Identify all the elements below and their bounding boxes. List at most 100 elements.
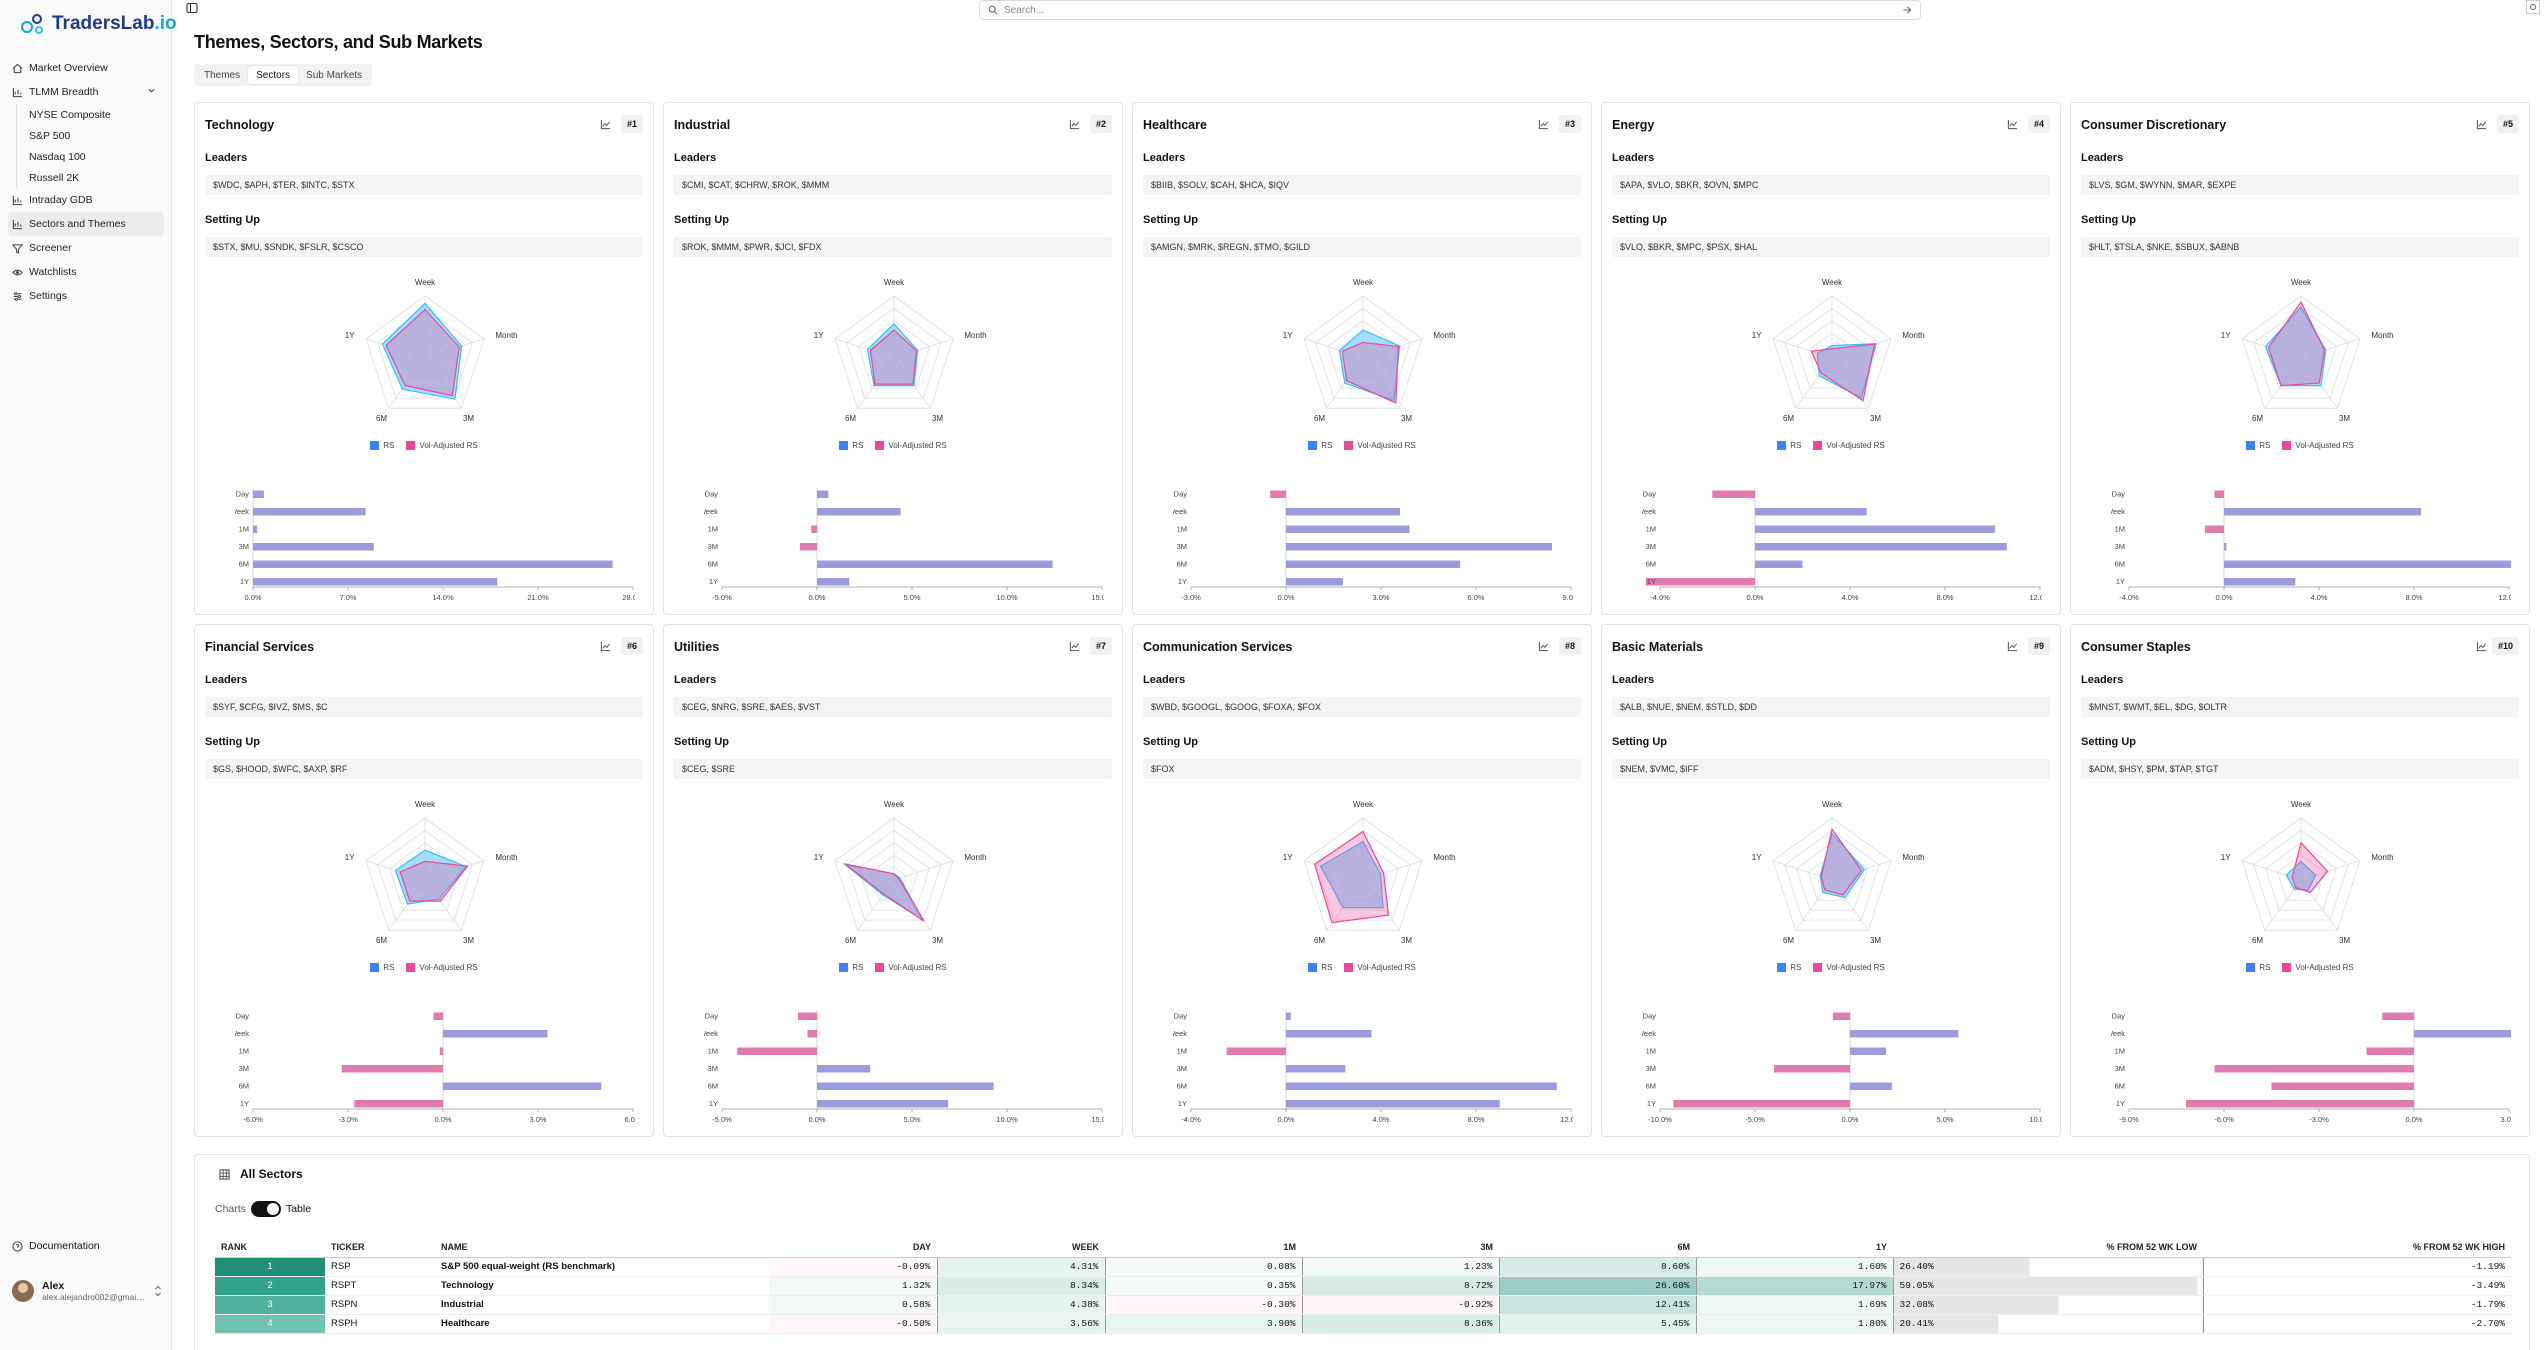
cell-name: Technology (435, 1276, 769, 1296)
chevron-down-icon[interactable] (147, 86, 156, 95)
chart-legend: RS Vol-Adjusted RS (2071, 963, 2529, 972)
leaders-list: $LVS, $GM, $WYNN, $MAR, $EXPE (2081, 175, 2519, 195)
sidebar-subitem-russell[interactable]: Russell 2K (29, 167, 164, 188)
sector-card: Consumer Staples #10 Leaders $MNST, $WMT, $… (2070, 624, 2530, 1137)
sidebar-toggle-icon[interactable] (186, 2, 198, 14)
col-3m[interactable]: 3M (1302, 1237, 1499, 1258)
tab-sub-markets[interactable]: Sub Markets (306, 70, 363, 81)
chart-link-icon[interactable] (600, 641, 611, 652)
chart-legend: RS Vol-Adjusted RS (2071, 441, 2529, 450)
legend-rs[interactable]: RS (1777, 963, 1801, 972)
sector-name: Technology (205, 118, 275, 132)
sidebar-subitem-nyse[interactable]: NYSE Composite (29, 104, 164, 125)
radar-axis-label: 3M (463, 936, 474, 945)
legend-rs[interactable]: RS (370, 963, 394, 972)
chart-link-icon[interactable] (2476, 641, 2487, 652)
bar (1286, 508, 1400, 516)
from-low-value: 20.41% (1899, 1318, 1934, 1329)
radar-spoke (893, 860, 954, 881)
sidebar-item-label: Market Overview (29, 62, 108, 74)
table-row[interactable]: 3 RSPN Industrial 0.58% 4.38% -0.30% -0.92% 12.… (215, 1295, 2511, 1315)
bar-category-label: 3M (239, 1064, 249, 1073)
chart-link-icon[interactable] (1069, 119, 1080, 130)
user-menu[interactable]: Alex alex.alejandro002@gmail.com (12, 1276, 162, 1306)
legend-rs[interactable]: RS (1308, 441, 1332, 450)
legend-vol[interactable]: Vol-Adjusted RS (406, 441, 478, 450)
legend-rs[interactable]: RS (2246, 441, 2270, 450)
legend-vol[interactable]: Vol-Adjusted RS (875, 963, 947, 972)
table-row[interactable]: 4 RSPH Healthcare -0.50% 3.56% 3.90% 8.36% 5.45… (215, 1314, 2511, 1334)
table-row[interactable]: 1 RSP S&P 500 equal-weight (RS benchmark) -… (215, 1257, 2511, 1277)
col-6m[interactable]: 6M (1499, 1237, 1696, 1258)
sidebar-item-screener[interactable]: Screener (8, 236, 164, 260)
legend-vol[interactable]: Vol-Adjusted RS (875, 441, 947, 450)
sector-name: Basic Materials (1612, 640, 1704, 654)
setting-up-label: Setting Up (205, 736, 260, 748)
cell-rank: 2 (215, 1276, 325, 1296)
legend-rs[interactable]: RS (1777, 441, 1801, 450)
col-name[interactable]: NAME (435, 1237, 769, 1258)
col-from-high[interactable]: % FROM 52 WK HIGH (2203, 1237, 2511, 1258)
bar-category-label: Day (1643, 490, 1657, 499)
sidebar-item-tlmm-breadth[interactable]: TLMM Breadth (8, 80, 164, 104)
sidebar-item-watchlists[interactable]: Watchlists (8, 260, 164, 284)
col-1m[interactable]: 1M (1105, 1237, 1302, 1258)
col-rank[interactable]: RANK (215, 1237, 325, 1258)
legend-rs[interactable]: RS (2246, 963, 2270, 972)
toggle-table-label: Table (285, 1203, 312, 1215)
sidebar-item-label: Intraday GDB (29, 194, 93, 206)
bar (1755, 543, 2007, 551)
legend-vol[interactable]: Vol-Adjusted RS (2282, 441, 2354, 450)
radar-axis-label: 3M (1401, 414, 1412, 423)
radar-series-vol (385, 308, 460, 397)
legend-rs[interactable]: RS (1308, 963, 1332, 972)
col-week[interactable]: WEEK (937, 1237, 1105, 1258)
chart-link-icon[interactable] (1538, 119, 1549, 130)
documentation-link[interactable]: Documentation (12, 1240, 100, 1252)
legend-rs[interactable]: RS (839, 441, 863, 450)
search-input[interactable]: Search... (979, 0, 1921, 20)
chart-link-icon[interactable] (1538, 641, 1549, 652)
chart-link-icon[interactable] (2007, 119, 2018, 130)
radar-grid-ring (1303, 295, 1423, 409)
chart-link-icon[interactable] (1069, 641, 1080, 652)
radar-axis-label: Week (2291, 278, 2312, 287)
col-ticker[interactable]: TICKER (325, 1237, 435, 1258)
col-1y[interactable]: 1Y (1696, 1237, 1893, 1258)
sidebar-item-market-overview[interactable]: Market Overview (8, 56, 164, 80)
sidebar-item-settings[interactable]: Settings (8, 284, 164, 308)
bar-category-label: 1M (239, 525, 249, 534)
tab-sectors[interactable]: Sectors (248, 66, 299, 84)
documentation-label: Documentation (29, 1240, 100, 1252)
cell-y1: 1.80% (1696, 1314, 1894, 1334)
cell-from-low: 20.41% (1893, 1314, 2204, 1334)
sidebar-item-sectors-themes[interactable]: Sectors and Themes (8, 212, 164, 236)
col-from-low[interactable]: % FROM 52 WK LOW (1893, 1237, 2203, 1258)
legend-rs[interactable]: RS (370, 441, 394, 450)
chart-link-icon[interactable] (600, 119, 611, 130)
radar-grid-ring (846, 829, 942, 921)
x-tick-label: 12.0% (2029, 593, 2042, 602)
legend-vol[interactable]: Vol-Adjusted RS (406, 963, 478, 972)
col-day[interactable]: DAY (769, 1237, 937, 1258)
legend-vol[interactable]: Vol-Adjusted RS (1813, 963, 1885, 972)
legend-vol[interactable]: Vol-Adjusted RS (1344, 963, 1416, 972)
sidebar-item-intraday-gdb[interactable]: Intraday GDB (8, 188, 164, 212)
charts-table-switch[interactable] (250, 1201, 281, 1217)
legend-vol[interactable]: Vol-Adjusted RS (2282, 963, 2354, 972)
sidebar-subitem-nasdaq[interactable]: Nasdaq 100 (29, 146, 164, 167)
settings-corner-icon[interactable] (2526, 0, 2540, 14)
legend-rs[interactable]: RS (839, 963, 863, 972)
bar (1850, 1082, 1892, 1090)
logo[interactable]: TradersLab.io (20, 12, 177, 36)
arrow-right-icon[interactable] (1902, 5, 1912, 15)
legend-vol[interactable]: Vol-Adjusted RS (1813, 441, 1885, 450)
sidebar-subitem-sp500[interactable]: S&P 500 (29, 125, 164, 146)
chart-link-icon[interactable] (2007, 641, 2018, 652)
chart-link-icon[interactable] (2476, 119, 2487, 130)
radar-axis-label: 6M (845, 936, 856, 945)
tab-themes[interactable]: Themes (204, 70, 241, 81)
main-content: Search... Themes, Sectors, and Sub Marke… (172, 0, 2544, 1350)
legend-vol[interactable]: Vol-Adjusted RS (1344, 441, 1416, 450)
table-row[interactable]: 2 RSPT Technology 1.32% 8.34% 0.35% 8.72% 26.60… (215, 1276, 2511, 1296)
